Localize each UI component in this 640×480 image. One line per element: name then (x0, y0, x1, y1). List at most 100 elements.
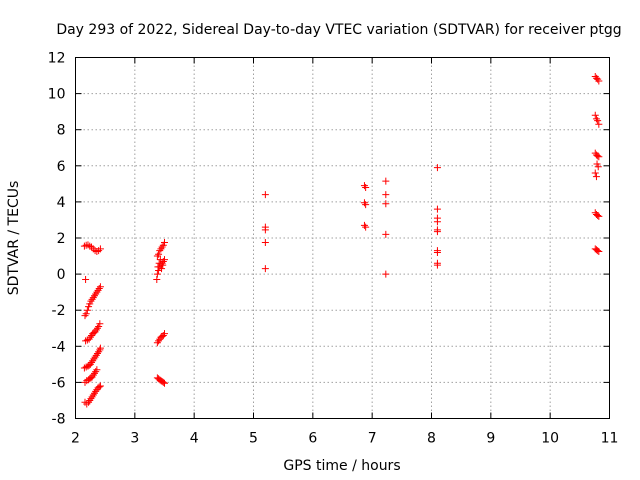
data-point (591, 111, 599, 119)
data-point (362, 183, 370, 191)
data-point (433, 205, 441, 213)
data-point (156, 247, 164, 255)
data-point (261, 239, 269, 247)
data-point (86, 360, 94, 368)
data-point (92, 290, 100, 298)
data-point (261, 191, 269, 199)
y-axis-label: SDTVAR / TECUs (6, 181, 22, 296)
data-point (595, 153, 603, 161)
data-point (594, 152, 602, 160)
data-point (382, 200, 390, 208)
data-point (153, 276, 161, 284)
data-point (83, 377, 91, 385)
data-point (591, 169, 599, 177)
y-tick-label: 6 (57, 159, 66, 175)
data-point (154, 263, 162, 271)
x-tick-label: 2 (71, 431, 80, 447)
data-point (153, 252, 161, 260)
grid (75, 57, 610, 419)
data-point (95, 285, 103, 293)
x-tick-label: 3 (130, 431, 139, 447)
data-point (95, 348, 103, 356)
data-point (159, 378, 167, 386)
y-tick-label: -4 (52, 339, 66, 355)
data-point (89, 391, 97, 399)
data-point (159, 257, 167, 265)
data-point (433, 248, 441, 256)
data-point (360, 221, 368, 229)
data-point (382, 270, 390, 278)
data-point (92, 326, 100, 334)
data-point (96, 346, 104, 354)
data-point (88, 359, 96, 367)
data-point (93, 366, 101, 374)
data-point (155, 259, 163, 267)
data-point (88, 393, 96, 401)
data-point (159, 261, 167, 269)
x-axis: 2 3 4 5 6 7 8 9 10 11 (71, 57, 618, 447)
data-point (382, 191, 390, 199)
y-tick-label: 0 (57, 267, 66, 283)
y-tick-label: -2 (52, 303, 66, 319)
data-point (592, 173, 600, 181)
data-point (592, 115, 600, 123)
data-point (82, 310, 90, 318)
data-point (595, 120, 603, 128)
data-point (90, 369, 98, 377)
data-point (594, 247, 602, 255)
data-point (82, 363, 90, 371)
data-point (360, 199, 368, 207)
x-tick-label: 5 (249, 431, 258, 447)
data-point (81, 378, 89, 386)
data-point (594, 211, 602, 219)
data-point (83, 306, 91, 314)
data-point (89, 371, 97, 379)
data-point (94, 286, 102, 294)
data-point (433, 228, 441, 236)
y-tick-label: 4 (57, 195, 66, 211)
data-point (87, 395, 95, 403)
data-point (84, 241, 92, 249)
data-point (86, 333, 94, 341)
y-tick-label: 10 (48, 87, 66, 103)
data-point (93, 288, 101, 296)
x-tick-label: 4 (190, 431, 199, 447)
data-point (156, 256, 164, 264)
data-point (595, 77, 603, 85)
data-point (90, 355, 98, 363)
data-point (595, 248, 603, 256)
x-tick-label: 6 (308, 431, 317, 447)
data-point (153, 339, 161, 347)
data-point (595, 212, 603, 220)
data-point (92, 368, 100, 376)
y-tick-label: 12 (48, 51, 66, 67)
data-point (155, 250, 163, 258)
y-tick-label: 2 (57, 231, 66, 247)
data-point (158, 243, 166, 251)
data-point (157, 245, 165, 253)
data-points (80, 72, 603, 408)
data-point (93, 324, 101, 332)
data-point (96, 245, 104, 253)
data-point (594, 117, 602, 125)
data-point (85, 335, 93, 343)
data-point (90, 292, 98, 300)
data-point (433, 261, 441, 269)
data-point (433, 164, 441, 172)
x-axis-label: GPS time / hours (283, 458, 400, 474)
data-point (360, 182, 368, 190)
data-point (382, 177, 390, 185)
data-point (89, 357, 97, 365)
data-point (158, 265, 166, 273)
data-point (95, 383, 103, 391)
data-point (362, 201, 370, 209)
data-point (91, 353, 99, 361)
x-tick-label: 9 (486, 431, 495, 447)
data-point (594, 163, 602, 171)
data-point (96, 344, 104, 352)
x-tick-label: 10 (541, 431, 559, 447)
data-point (88, 295, 96, 303)
chart-title: Day 293 of 2022, Sidereal Day-to-day VTE… (56, 22, 621, 38)
data-point (86, 396, 94, 404)
